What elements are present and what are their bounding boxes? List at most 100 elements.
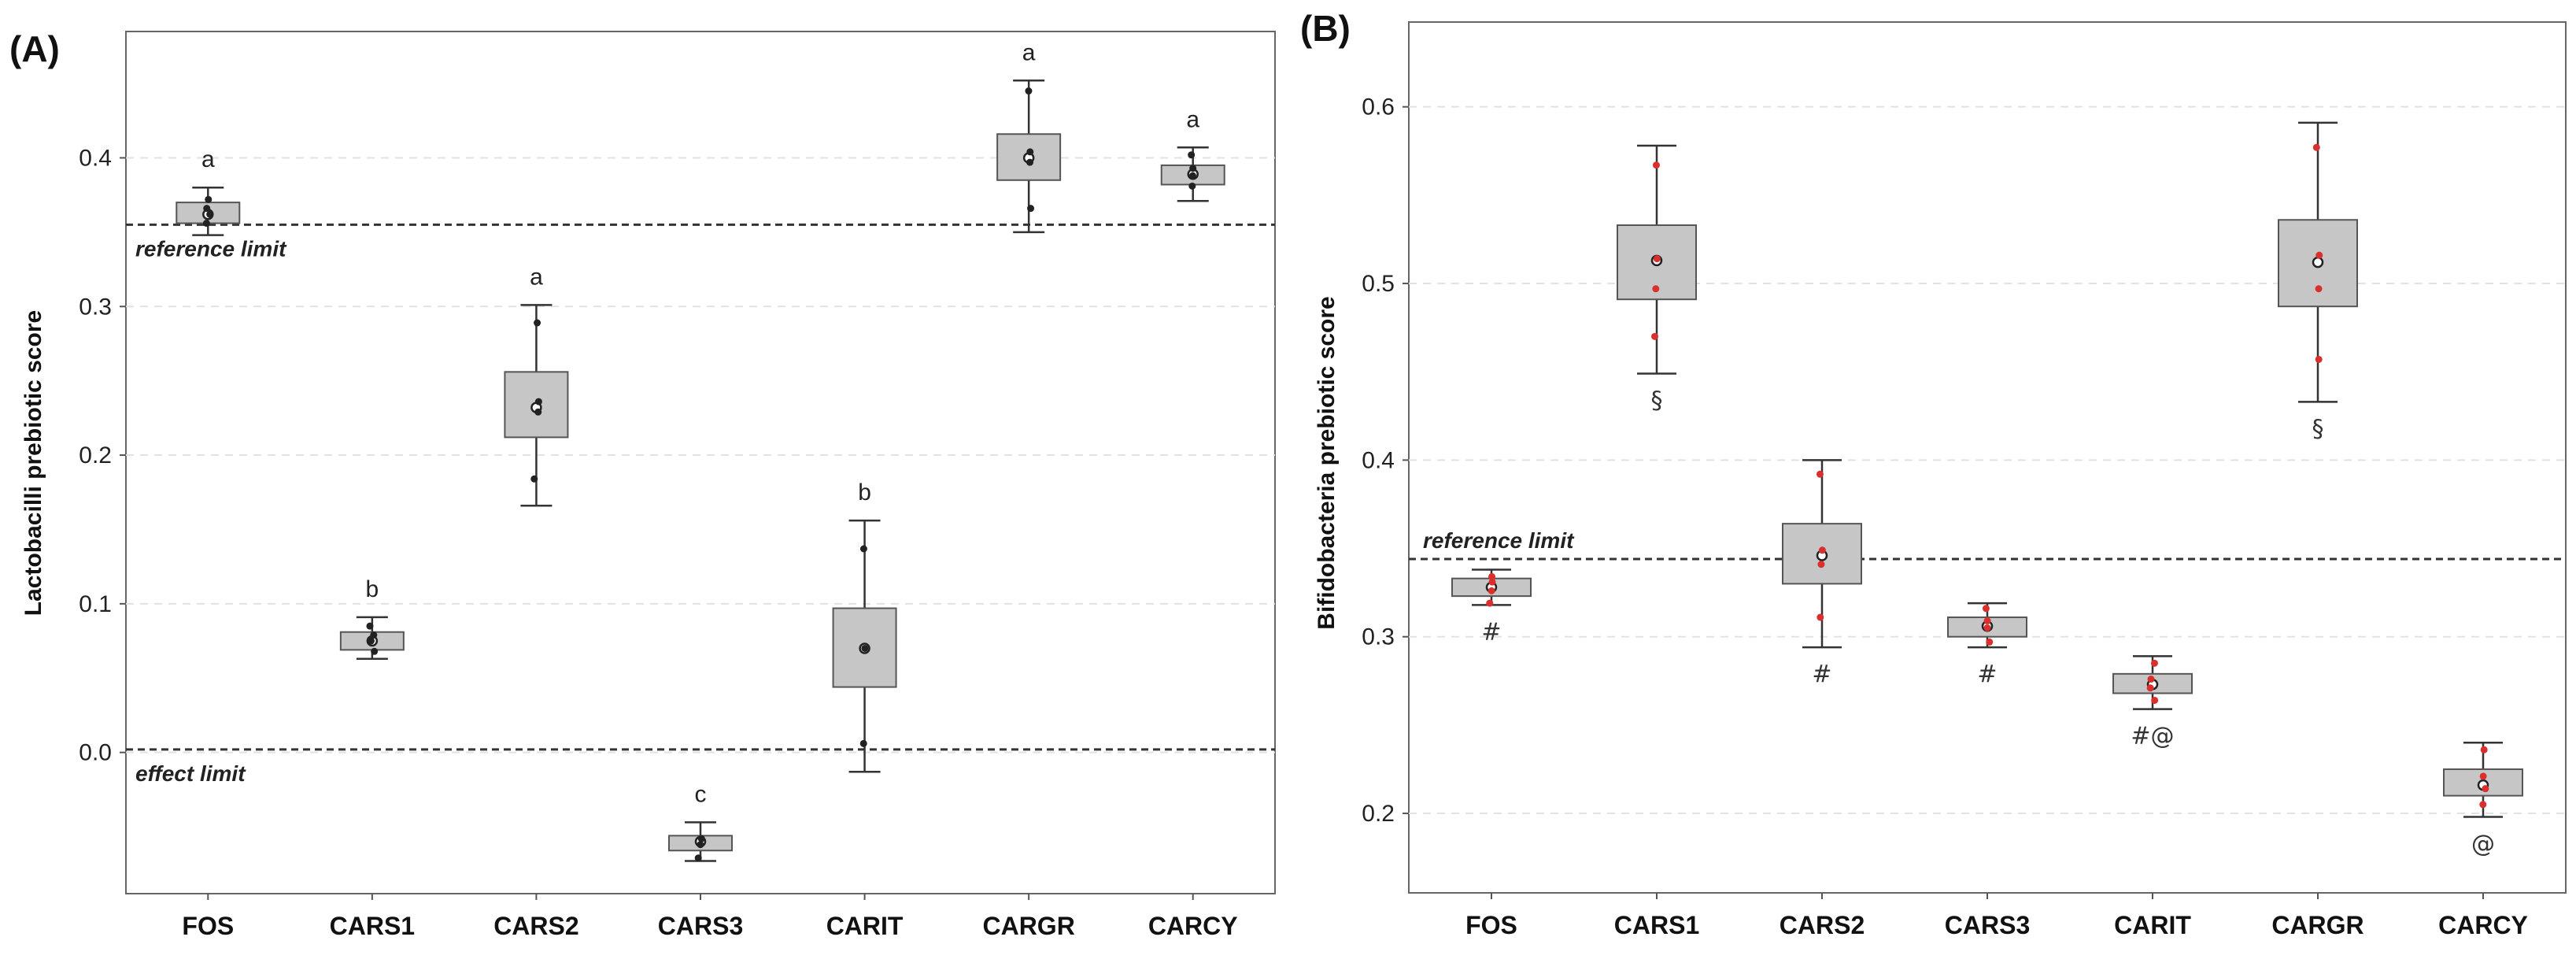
data-point <box>530 476 538 483</box>
y-tick-label: 0.0 <box>79 740 112 766</box>
data-point <box>697 841 704 848</box>
data-point <box>1026 159 1033 166</box>
data-point <box>2481 746 2488 754</box>
panel-a-plot-frame <box>126 31 1275 894</box>
panel-b-x-ticks: FOS CARS1 CARS2 CARS3 CARIT CARGR CARCY <box>1465 893 2528 939</box>
reference-line-label: reference limit <box>1423 528 1575 553</box>
significance-annotation: a <box>1022 39 1036 65</box>
data-point <box>203 220 210 227</box>
reference-line-label: reference limit <box>135 236 287 261</box>
significance-annotation: § <box>2312 415 2324 442</box>
x-tick-label: CARS3 <box>658 912 743 940</box>
significance-annotation: #@ <box>2131 723 2174 750</box>
data-point <box>1189 165 1196 172</box>
data-point <box>1984 617 1991 624</box>
significance-annotation: a <box>530 264 543 290</box>
data-point <box>2479 801 2486 808</box>
panel-a-y-ticks: 0.0 0.1 0.2 0.3 0.4 <box>79 145 126 765</box>
data-point <box>2480 772 2487 779</box>
x-tick-label: CARS2 <box>1780 911 1865 939</box>
data-point <box>1488 587 1495 594</box>
x-tick-label: FOS <box>1465 911 1517 939</box>
data-point <box>2315 252 2323 259</box>
data-point <box>1983 624 1990 631</box>
data-point <box>860 740 867 747</box>
panel-b-y-ticks: 0.2 0.3 0.4 0.5 0.6 <box>1362 94 1409 827</box>
data-point <box>534 320 541 327</box>
data-point <box>1025 87 1032 94</box>
data-point <box>1189 172 1196 180</box>
data-point <box>2148 676 2155 683</box>
x-tick-label: CARS3 <box>1945 911 2030 939</box>
data-point <box>366 623 373 630</box>
x-tick-label: CARIT <box>826 912 904 940</box>
panel-b: (B) reference limit #§# ##@§@ 0.20.30.40.… <box>1300 8 2566 939</box>
data-point <box>1188 151 1195 158</box>
x-tick-label: CARS1 <box>330 912 415 940</box>
significance-annotation: § <box>1651 387 1663 414</box>
data-point <box>1188 183 1196 190</box>
x-tick-label: CARGR <box>982 912 1074 940</box>
x-tick-label: CARIT <box>2114 911 2191 939</box>
median-marker <box>2313 257 2323 267</box>
data-point <box>1983 605 1990 612</box>
data-point <box>203 205 210 212</box>
significance-annotation: # <box>1977 661 1997 688</box>
panel-b-y-axis-label: Bifidobacteria prebiotic score <box>1314 296 1340 629</box>
significance-annotation: a <box>201 146 215 172</box>
significance-annotation: b <box>858 480 871 505</box>
reference-line-label: effect limit <box>135 761 246 786</box>
data-point <box>1654 255 1661 262</box>
y-tick-label: 0.4 <box>1362 447 1395 473</box>
x-tick-label: CARCY <box>2438 911 2528 939</box>
significance-annotation: c <box>695 781 707 807</box>
x-tick-label: CARS2 <box>493 912 578 940</box>
y-tick-label: 0.5 <box>1362 271 1395 297</box>
x-tick-label: FOS <box>182 912 234 940</box>
y-tick-label: 0.3 <box>1362 624 1395 650</box>
y-tick-label: 0.2 <box>1362 801 1395 827</box>
figure: (A) reference limiteffect limit abacbaa … <box>0 0 2576 959</box>
data-point <box>2482 785 2489 792</box>
data-point <box>1653 161 1660 168</box>
x-tick-label: CARS1 <box>1614 911 1699 939</box>
panel-b-label: (B) <box>1300 8 1351 49</box>
data-point <box>1027 205 1034 212</box>
x-tick-label: CARCY <box>1148 912 1238 940</box>
significance-annotation: @ <box>2471 831 2495 858</box>
data-point <box>1986 639 1993 646</box>
data-point <box>370 631 377 639</box>
data-point <box>2151 697 2158 704</box>
data-point <box>205 196 212 203</box>
significance-annotation: b <box>366 576 379 602</box>
y-tick-label: 0.6 <box>1362 94 1395 120</box>
significance-annotation: a <box>1186 106 1199 132</box>
data-point <box>695 854 702 861</box>
panel-a-label: (A) <box>9 28 60 69</box>
data-point <box>1651 333 1658 340</box>
data-point <box>1488 573 1495 580</box>
significance-annotation: # <box>1481 618 1501 646</box>
data-point <box>1817 614 1824 621</box>
data-point <box>2315 356 2323 363</box>
y-tick-label: 0.3 <box>79 294 112 320</box>
x-tick-label: CARGR <box>2271 911 2363 939</box>
y-tick-label: 0.2 <box>79 442 112 468</box>
data-point <box>1817 471 1824 478</box>
data-point <box>2313 144 2320 151</box>
data-point <box>535 398 542 405</box>
significance-annotation: # <box>1812 661 1831 688</box>
data-point <box>2147 684 2154 691</box>
data-point <box>2151 660 2158 667</box>
y-tick-label: 0.4 <box>79 145 112 171</box>
data-point <box>1819 546 1826 554</box>
panel-a-x-ticks: FOS CARS1 CARS2 CARS3 CARIT CARGR CARCY <box>182 894 1237 940</box>
data-point <box>2315 285 2323 292</box>
data-point <box>698 835 705 842</box>
panel-b-plot-frame <box>1409 22 2566 893</box>
data-point <box>860 546 867 553</box>
data-point <box>1026 148 1033 155</box>
panel-a-y-axis-label: Lactobacilli prebiotic score <box>20 310 46 616</box>
data-point <box>534 409 541 416</box>
y-tick-label: 0.1 <box>79 591 112 617</box>
